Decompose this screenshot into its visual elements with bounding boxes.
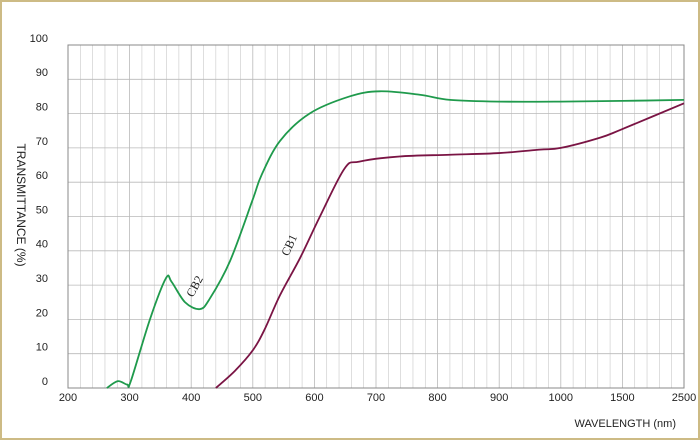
x-tick-label: 1500 [610, 392, 634, 404]
y-tick-label: 50 [36, 204, 48, 216]
x-tick-label: 800 [428, 392, 446, 404]
x-axis-label: WAVELENGTH (nm) [575, 418, 676, 430]
y-tick-label: 90 [36, 67, 48, 79]
x-tick-label: 2500 [672, 392, 696, 404]
x-tick-label: 700 [367, 392, 385, 404]
y-tick-label: 70 [36, 136, 48, 148]
x-tick-label: 200 [59, 392, 77, 404]
y-axis-label: TRANSMITTANCE (%) [14, 143, 28, 266]
x-tick-label: 1000 [549, 392, 573, 404]
y-tick-label: 60 [36, 170, 48, 182]
y-tick-label: 30 [36, 273, 48, 285]
y-tick-label: 20 [36, 307, 48, 319]
y-tick-label: 80 [36, 102, 48, 114]
x-tick-label: 900 [490, 392, 508, 404]
x-tick-label: 400 [182, 392, 200, 404]
plot-border [67, 44, 685, 389]
series-line [106, 90, 685, 389]
y-tick-label: 100 [30, 33, 48, 45]
y-tick-label: 10 [36, 342, 48, 354]
x-tick-label: 600 [305, 392, 323, 404]
y-tick-label: 0 [42, 376, 48, 388]
x-tick-label: 300 [120, 392, 138, 404]
series-line [215, 102, 685, 389]
x-tick-label: 500 [244, 392, 262, 404]
y-tick-label: 40 [36, 239, 48, 251]
